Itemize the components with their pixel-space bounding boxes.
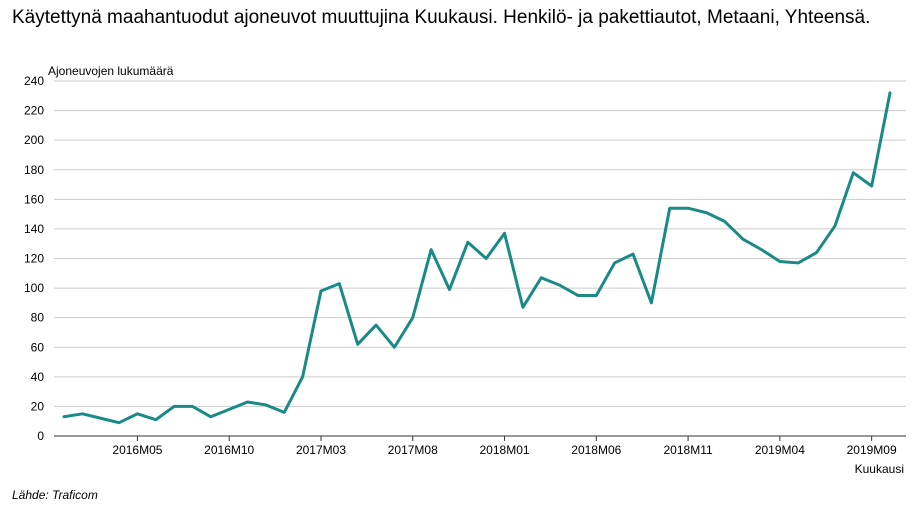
y-axis-ticks: 0 20 40 60 80 100 120 140 160 180 200 220 240	[24, 74, 44, 443]
y-tick-label: 40	[31, 370, 45, 384]
x-tick-label: 2018M11	[664, 443, 713, 457]
y-tick-label: 220	[24, 104, 44, 118]
x-tick-label: 2019M04	[755, 443, 805, 457]
y-tick-label: 20	[31, 399, 45, 413]
x-tick-label: 2018M06	[571, 443, 621, 457]
gridlines	[54, 80, 906, 437]
y-tick-label: 140	[24, 222, 44, 236]
x-tick-label: 2017M03	[296, 443, 346, 457]
chart-title: Käytettynä maahantuodut ajoneuvot muuttu…	[12, 7, 871, 28]
x-tick-label: 2017M08	[388, 443, 438, 457]
y-tick-label: 80	[31, 311, 45, 325]
x-axis-ticks: 2016M05 2016M10 2017M03 2017M08 2018M01 2018M…	[112, 436, 897, 457]
source-note: Lähde: Traficom	[12, 488, 98, 502]
x-tick-label: 2018M01	[480, 443, 530, 457]
y-tick-label: 180	[24, 163, 44, 177]
y-tick-label: 120	[24, 252, 44, 266]
y-tick-label: 60	[31, 340, 45, 354]
y-tick-label: 100	[24, 281, 44, 295]
y-tick-label: 240	[24, 74, 44, 88]
x-tick-label: 2016M05	[112, 443, 162, 457]
y-tick-label: 0	[37, 429, 44, 443]
y-tick-label: 160	[24, 192, 44, 206]
x-axis-label: Kuukausi	[854, 462, 904, 476]
y-tick-label: 200	[24, 133, 44, 147]
y-axis-label: Ajoneuvojen lukumäärä	[48, 64, 174, 78]
x-tick-label: 2016M10	[204, 443, 254, 457]
x-tick-label: 2019M09	[847, 443, 897, 457]
series-line	[62, 91, 892, 425]
